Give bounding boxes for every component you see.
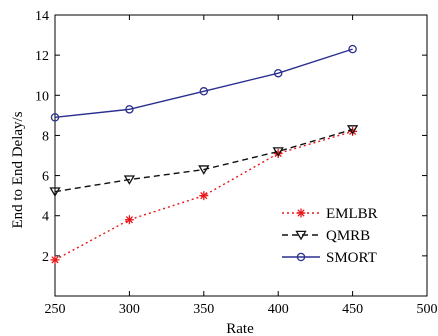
series-line (54, 128, 353, 193)
data-point (348, 44, 357, 54)
y-axis-label: End to End Delay/s (10, 111, 26, 228)
legend-label: SMORT (326, 250, 377, 266)
y-tick-label: 14 (35, 9, 49, 24)
data-point (273, 68, 283, 78)
x-tick-label: 350 (193, 302, 214, 317)
data-point (296, 252, 306, 262)
x-axis-label: Rate (226, 321, 254, 336)
legend-item: QMRB (282, 228, 370, 244)
series-line (54, 48, 353, 119)
x-tick-label: 450 (342, 302, 363, 317)
data-point (199, 191, 209, 201)
data-point (272, 147, 284, 157)
data-point (125, 105, 134, 114)
legend-item: EMLBR (282, 206, 378, 222)
series (49, 44, 359, 265)
y-tick-label: 6 (42, 170, 49, 185)
y-tick-label: 10 (35, 89, 49, 104)
y-tick-label: 12 (35, 49, 49, 64)
series-line (54, 130, 353, 261)
series-qmrb (49, 125, 359, 197)
data-point (198, 165, 210, 175)
y-tick-label: 2 (42, 250, 49, 265)
data-point (50, 255, 60, 265)
axes (54, 14, 428, 297)
x-tick-label: 300 (119, 302, 140, 317)
x-tick-label: 500 (417, 302, 438, 317)
data-point (296, 208, 306, 218)
plot-frame (54, 14, 428, 297)
data-point (295, 230, 307, 241)
legend-label: QMRB (326, 228, 370, 244)
data-point (49, 187, 61, 197)
legend-item: SMORT (282, 250, 377, 266)
legend: EMLBR QMRB SMORT (282, 206, 378, 266)
ticks: 250 300 350 400 450 500 2 4 6 8 10 12 14 (35, 9, 438, 317)
series-smort (50, 44, 357, 122)
data-point (199, 87, 209, 96)
data-point (124, 215, 134, 225)
data-point (346, 125, 359, 135)
legend-label: EMLBR (326, 206, 378, 222)
x-tick-label: 400 (268, 302, 289, 317)
series-emlbr (50, 126, 358, 265)
data-point (123, 175, 136, 185)
x-tick-label: 250 (45, 302, 66, 317)
data-point (50, 113, 60, 122)
y-tick-label: 4 (42, 210, 49, 225)
y-tick-label: 8 (42, 129, 49, 144)
